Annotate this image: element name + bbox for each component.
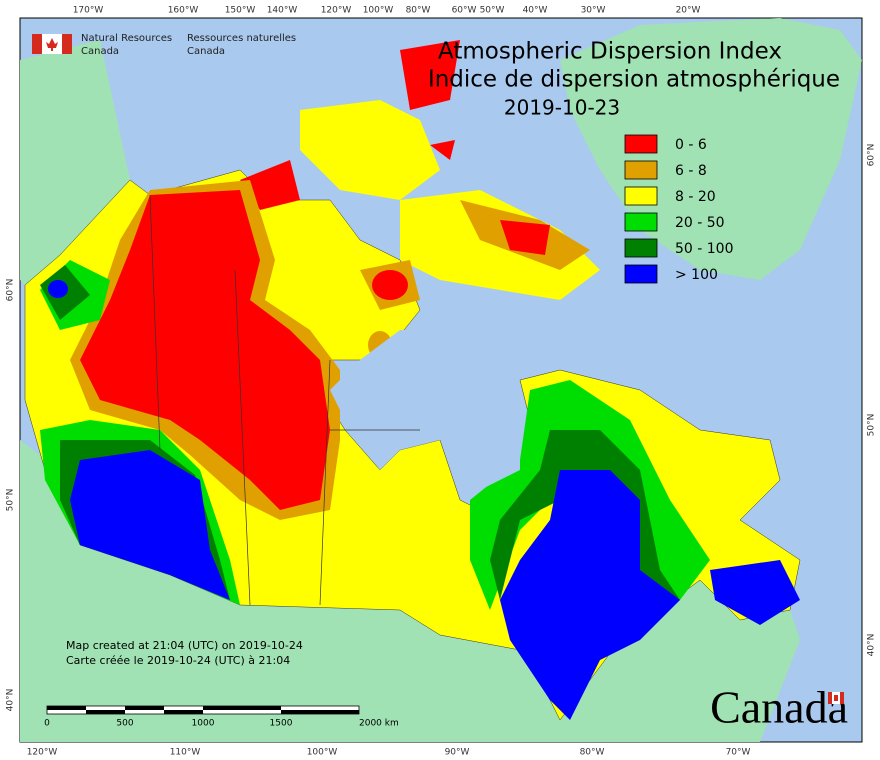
graticule-label: 80°W xyxy=(580,748,605,758)
graticule-label: 30°W xyxy=(581,6,606,16)
agency-en: Natural Resources xyxy=(81,33,172,44)
graticule-label: 120°W xyxy=(321,6,352,16)
date: 2019-10-23 xyxy=(504,96,620,120)
graticule-label: 160°W xyxy=(168,6,199,16)
legend-swatch xyxy=(624,238,658,258)
agency-fr: Canada xyxy=(187,46,225,57)
graticule-label: 120°W xyxy=(27,748,58,758)
title-fr: Indice de dispersion atmosphérique xyxy=(428,67,840,93)
scale-label: 1000 xyxy=(192,719,215,729)
legend-label: 20 - 50 xyxy=(675,215,725,231)
flag xyxy=(32,34,72,54)
graticule-label: 60°N xyxy=(6,279,16,302)
scale-bar xyxy=(46,705,360,715)
graticule-label: 40°N xyxy=(867,634,877,657)
graticule-label: 140°W xyxy=(267,6,298,16)
graticule-label: 170°W xyxy=(73,6,104,16)
graticule-label: 110°W xyxy=(170,748,201,758)
legend-swatch xyxy=(624,134,658,154)
graticule-label: 70°W xyxy=(726,748,751,758)
graticule-label: 20°W xyxy=(676,6,701,16)
graticule-label: 40°W xyxy=(523,6,548,16)
note: Map created at 21:04 (UTC) on 2019-10-24 xyxy=(66,639,303,652)
legend-label: 0 - 6 xyxy=(675,137,707,153)
legend-swatch xyxy=(624,264,658,284)
note: Carte créée le 2019-10-24 (UTC) à 21:04 xyxy=(66,654,290,667)
wordmark: Canada xyxy=(710,682,848,733)
graticule-label: 80°W xyxy=(406,6,431,16)
legend-label: 8 - 20 xyxy=(675,189,716,205)
legend-swatch xyxy=(624,186,658,206)
graticule-label: 60°W xyxy=(452,6,477,16)
legend: 0 - 6 6 - 8 8 - 20 20 - 50 50 - 100 > 100 xyxy=(624,134,734,284)
legend-label: > 100 xyxy=(675,267,718,283)
scale-label: 500 xyxy=(116,719,133,729)
graticule-label: 100°W xyxy=(363,6,394,16)
graticule-label: 50°W xyxy=(480,6,505,16)
graticule-label: 40°N xyxy=(6,689,16,712)
legend-swatch xyxy=(624,212,658,232)
graticule-label: 50°N xyxy=(6,489,16,512)
scale-labels: 0 500 1000 1500 2000 km xyxy=(44,719,399,729)
graticule-label: 150°W xyxy=(225,6,256,16)
graticule-label: 60°N xyxy=(867,144,877,167)
legend-swatch xyxy=(624,160,658,180)
scale-label: 1500 xyxy=(270,719,293,729)
legend-label: 6 - 8 xyxy=(675,163,707,179)
agency-fr: Ressources naturelles xyxy=(187,33,296,44)
graticule-label: 50°N xyxy=(867,414,877,437)
agency-en: Canada xyxy=(81,46,119,57)
scale-label: 2000 km xyxy=(359,719,399,729)
scale-label: 0 xyxy=(44,719,50,729)
graticule-label: 90°W xyxy=(445,748,470,758)
graticule-label: 100°W xyxy=(307,748,338,758)
legend-label: 50 - 100 xyxy=(675,241,734,257)
graticule-labels: 170°W 160°W 150°W 140°W 120°W 100°W 80°W 60°W 50… xyxy=(6,6,877,758)
title: Atmospheric Dispersion Index xyxy=(438,39,782,65)
wordmark-flag xyxy=(828,692,844,704)
basemap xyxy=(20,18,862,742)
